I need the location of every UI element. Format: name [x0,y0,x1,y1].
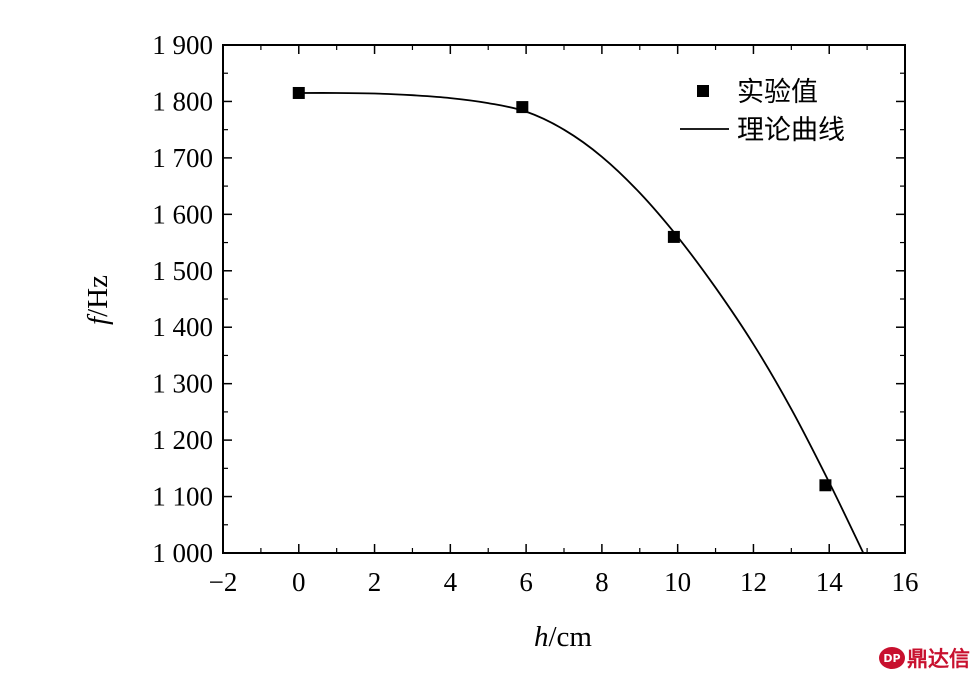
y-tick-label: 1 100 [152,482,213,512]
y-tick-label: 1 400 [152,312,213,342]
y-tick-label: 1 700 [152,143,213,173]
x-tick-label: 16 [892,567,919,597]
x-tick-labels: −2 0 2 4 6 8 10 12 14 16 [209,567,919,597]
y-tick-labels: 1 000 1 100 1 200 1 300 1 400 1 500 1 600 1 700… [152,30,213,568]
legend: 实验值 理论曲线 [680,77,845,146]
x-tick-label: 12 [740,567,767,597]
x-tick-label: 4 [444,567,458,597]
legend-marker-square [697,85,709,97]
y-tick-label: 1 000 [152,538,213,568]
experimental-point [292,86,305,99]
x-axis-unit: /cm [549,621,593,653]
x-tick-label: 0 [292,567,306,597]
x-tick-label: 2 [368,567,382,597]
y-tick-label: 1 900 [152,30,213,60]
x-axis-label: h/cm [534,621,592,653]
theory-curve-line [298,92,865,554]
watermark-logo-badge: DP [883,652,900,665]
legend-label-experimental: 实验值 [737,77,818,108]
y-axis-unit: /Hz [82,275,114,317]
experimental-points [292,86,832,492]
experimental-point [516,101,529,114]
x-axis-var: h [534,621,549,653]
y-axis-label: f/Hz [82,275,114,325]
x-tick-label: −2 [209,567,238,597]
watermark-text: 鼎达信 [907,647,970,671]
experimental-point [819,479,832,492]
watermark: DP 鼎达信 [879,647,970,671]
legend-label-theory: 理论曲线 [737,115,845,146]
experimental-point [667,230,680,243]
plot-frame [222,44,906,554]
y-tick-label: 1 500 [152,256,213,286]
y-tick-label: 1 300 [152,369,213,399]
x-tick-label: 10 [664,567,691,597]
x-tick-label: 6 [519,567,533,597]
y-tick-label: 1 800 [152,86,213,116]
y-tick-label: 1 600 [152,199,213,229]
watermark-logo-icon [879,647,905,669]
y-tick-label: 1 200 [152,425,213,455]
x-tick-label: 14 [816,567,844,597]
x-tick-label: 8 [595,567,609,597]
